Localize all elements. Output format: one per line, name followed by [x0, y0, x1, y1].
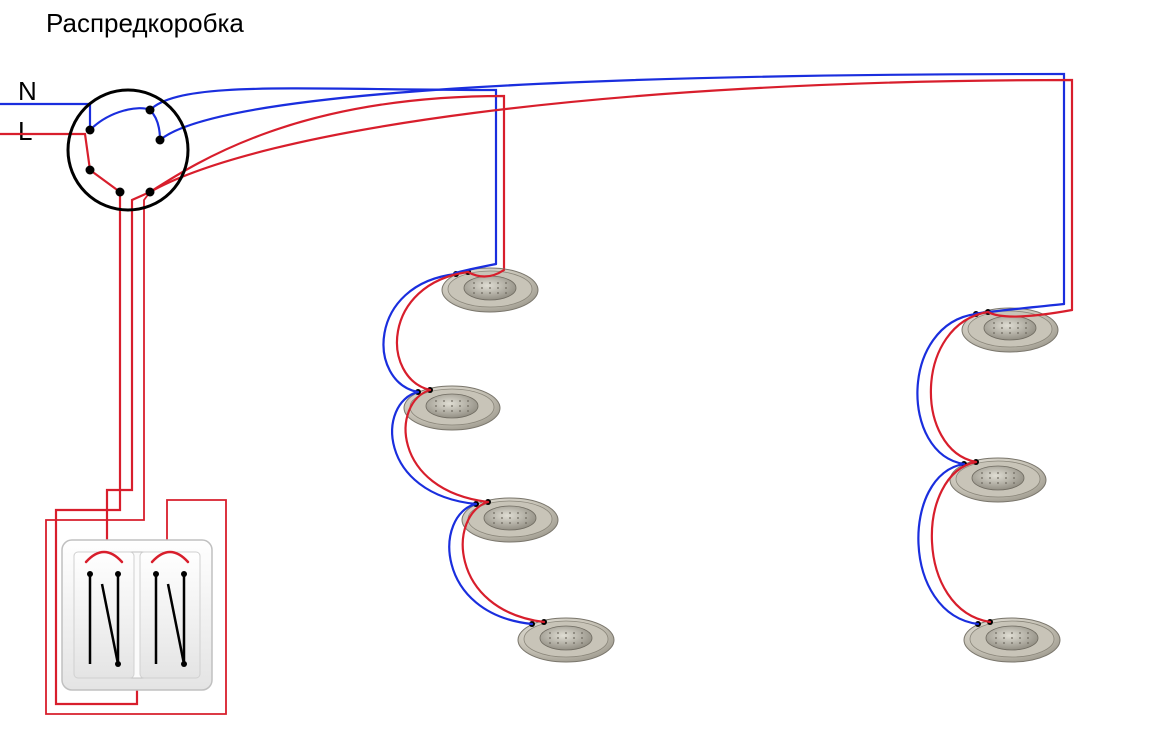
junction-node: [146, 188, 155, 197]
junction-node: [146, 106, 155, 115]
wires-over: [90, 108, 1072, 624]
junction-circle: [68, 90, 188, 210]
wall-switch: [62, 540, 212, 690]
switch-rocker-left[interactable]: [74, 552, 134, 678]
junction-node: [86, 126, 95, 135]
junction-box: [68, 90, 188, 210]
junction-node: [116, 188, 125, 197]
junction-node: [86, 166, 95, 175]
live-label: L: [18, 116, 32, 146]
junction-node: [156, 136, 165, 145]
wiring-diagram: Распредкоробка N L: [0, 0, 1170, 756]
switch-rocker-right[interactable]: [140, 552, 200, 678]
title-text: Распредкоробка: [46, 8, 244, 38]
neutral-label: N: [18, 76, 37, 106]
